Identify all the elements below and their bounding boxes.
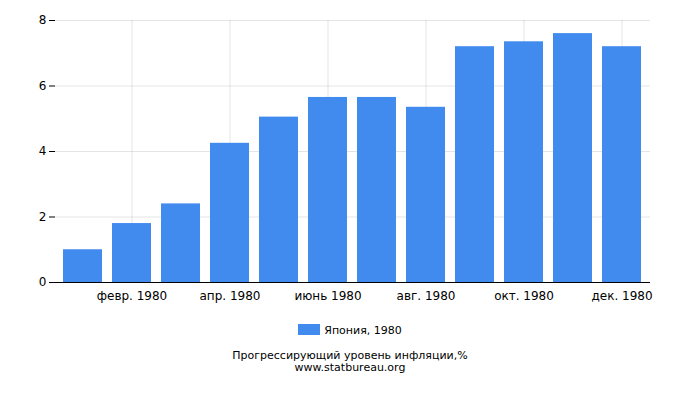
svg-text:2: 2 xyxy=(39,210,47,224)
svg-text:окт. 1980: окт. 1980 xyxy=(494,289,554,303)
svg-text:февр. 1980: февр. 1980 xyxy=(97,289,168,303)
html-text:www.statbureau.org: www.statbureau.org xyxy=(294,361,406,374)
svg-text:июнь 1980: июнь 1980 xyxy=(294,289,361,303)
svg-text:4: 4 xyxy=(39,144,47,158)
svg-text:0: 0 xyxy=(39,275,47,289)
svg-text:6: 6 xyxy=(39,79,47,93)
html-text:Прогрессирующий уровень инфляц: Прогрессирующий уровень инфляции,% xyxy=(232,349,468,362)
html-text:Япония, 1980: Япония, 1980 xyxy=(324,324,402,337)
svg-text:авг. 1980: авг. 1980 xyxy=(397,289,456,303)
svg-text:8: 8 xyxy=(39,13,47,27)
svg-text:дек. 1980: дек. 1980 xyxy=(591,289,652,303)
svg-text:апр. 1980: апр. 1980 xyxy=(200,289,261,303)
